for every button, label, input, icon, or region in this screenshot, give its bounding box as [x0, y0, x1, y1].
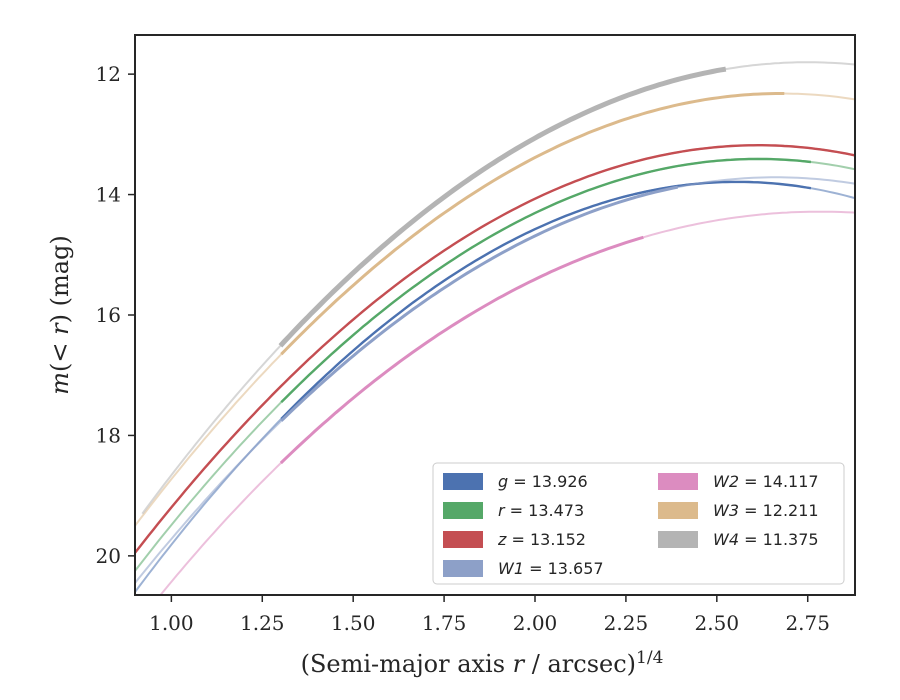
series-layer — [135, 61, 855, 595]
legend-label-g: g = 13.926 — [498, 472, 588, 491]
x-tick-label: 1.25 — [240, 611, 285, 635]
legend-swatch-r — [443, 502, 483, 519]
x-tick-label: 2.25 — [604, 611, 649, 635]
legend-swatch-w2 — [658, 473, 698, 490]
x-tick-label: 1.75 — [422, 611, 467, 635]
legend-swatch-w4 — [658, 531, 698, 548]
x-tick-label: 1.50 — [331, 611, 376, 635]
legend-label-r: r = 13.473 — [498, 501, 584, 520]
y-tick-label: 18 — [96, 423, 121, 447]
legend-label-w4: W4 = 11.375 — [713, 530, 819, 549]
series-line-w4 — [278, 66, 727, 348]
legend-swatch-w3 — [658, 502, 698, 519]
y-tick-label: 20 — [96, 544, 121, 568]
legend-label-w1: W1 = 13.657 — [498, 559, 604, 578]
legend-swatch-g — [443, 473, 483, 490]
legend-label-z: z = 13.152 — [497, 530, 586, 549]
y-tick-label: 16 — [96, 303, 121, 327]
x-tick-label: 2.00 — [513, 611, 558, 635]
legend-label-w2: W2 = 14.117 — [713, 472, 819, 491]
series-line-g — [280, 180, 812, 420]
series-line-w3 — [280, 92, 785, 356]
series-line-w2 — [279, 235, 644, 465]
legend-swatch-w1 — [443, 560, 483, 577]
legend-box — [432, 462, 845, 585]
y-tick-label: 12 — [96, 62, 121, 86]
legend-swatch-z — [443, 531, 483, 548]
y-axis: 12 14 16 18 20 — [96, 62, 135, 568]
x-tick-label: 1.00 — [149, 611, 194, 635]
legend: g = 13.926 r = 13.473 z = 13.152 W1 = 13.65… — [432, 462, 845, 585]
series-line-w1 — [280, 185, 679, 422]
x-axis-title: (Semi-major axis r / arcsec)1/4 — [301, 648, 664, 678]
x-tick-label: 2.50 — [695, 611, 740, 635]
series-line-r — [280, 157, 812, 403]
legend-label-w3: W3 = 12.211 — [713, 501, 819, 520]
y-tick-label: 14 — [96, 183, 121, 207]
y-axis-title: m(< r) (mag) — [46, 235, 74, 395]
x-tick-label: 2.75 — [785, 611, 830, 635]
series-line-z — [135, 143, 855, 554]
x-axis: 1.00 1.25 1.50 1.75 2.00 2.25 2.50 2.75 — [149, 595, 830, 635]
